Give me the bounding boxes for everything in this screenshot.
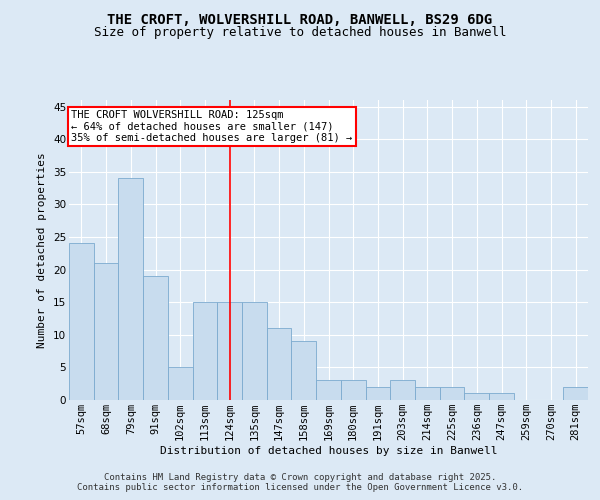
Bar xyxy=(94,263,118,400)
Y-axis label: Number of detached properties: Number of detached properties xyxy=(37,152,47,348)
Bar xyxy=(69,244,94,400)
Bar xyxy=(242,302,267,400)
Bar xyxy=(341,380,365,400)
Bar xyxy=(168,368,193,400)
Bar xyxy=(217,302,242,400)
Bar xyxy=(118,178,143,400)
Text: Contains HM Land Registry data © Crown copyright and database right 2025.
Contai: Contains HM Land Registry data © Crown c… xyxy=(77,473,523,492)
Bar xyxy=(390,380,415,400)
Bar xyxy=(563,387,588,400)
Bar xyxy=(365,387,390,400)
Bar xyxy=(489,394,514,400)
Bar xyxy=(267,328,292,400)
Bar xyxy=(415,387,440,400)
Bar xyxy=(464,394,489,400)
Text: Size of property relative to detached houses in Banwell: Size of property relative to detached ho… xyxy=(94,26,506,39)
Bar xyxy=(292,342,316,400)
Text: THE CROFT, WOLVERSHILL ROAD, BANWELL, BS29 6DG: THE CROFT, WOLVERSHILL ROAD, BANWELL, BS… xyxy=(107,13,493,27)
X-axis label: Distribution of detached houses by size in Banwell: Distribution of detached houses by size … xyxy=(160,446,497,456)
Bar xyxy=(316,380,341,400)
Bar xyxy=(143,276,168,400)
Bar xyxy=(440,387,464,400)
Bar xyxy=(193,302,217,400)
Text: THE CROFT WOLVERSHILL ROAD: 125sqm
← 64% of detached houses are smaller (147)
35: THE CROFT WOLVERSHILL ROAD: 125sqm ← 64%… xyxy=(71,110,353,143)
